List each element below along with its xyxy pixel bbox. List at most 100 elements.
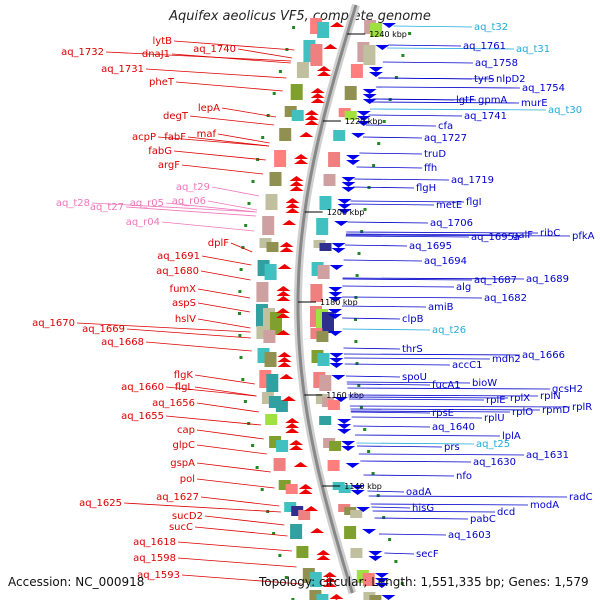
- gene-label[interactable]: lgtF: [456, 95, 475, 106]
- gene-label[interactable]: rplN: [540, 391, 561, 402]
- rna-label[interactable]: aq_t27: [90, 202, 124, 213]
- gene-label[interactable]: accC1: [452, 360, 482, 371]
- gene-label[interactable]: hslV: [175, 314, 196, 325]
- rna-label[interactable]: aq_t25: [476, 439, 510, 450]
- gene-label[interactable]: ffh: [424, 163, 437, 174]
- rna-label[interactable]: aq_r05: [130, 198, 164, 209]
- gene-label[interactable]: degT: [163, 111, 189, 122]
- gene-label[interactable]: metE: [436, 200, 462, 211]
- gene-label[interactable]: gcsH2: [552, 384, 583, 395]
- gene-label[interactable]: sucD2: [172, 511, 203, 522]
- gene-label[interactable]: aq_1598: [133, 553, 176, 564]
- gene-label[interactable]: aq_1695: [409, 241, 452, 252]
- gene-label[interactable]: bioW: [472, 378, 497, 389]
- gene-label[interactable]: aq_1741: [464, 111, 507, 122]
- gene-label[interactable]: argF: [158, 160, 180, 171]
- gene-label[interactable]: lepA: [198, 103, 220, 114]
- gene-label[interactable]: aq_1618: [133, 537, 176, 548]
- gene-label[interactable]: mdh2: [492, 354, 521, 365]
- gene-label[interactable]: rpsE: [432, 408, 454, 419]
- gene-label[interactable]: aq_1689: [526, 274, 569, 285]
- gene-label[interactable]: pfkA: [572, 231, 595, 242]
- gene-label[interactable]: aq_1630: [473, 457, 516, 468]
- rna-label[interactable]: aq_r04: [126, 217, 160, 228]
- gene-label[interactable]: aq_1706: [430, 218, 473, 229]
- gene-label[interactable]: fumX: [170, 284, 197, 295]
- gene-label[interactable]: spoU: [402, 372, 427, 383]
- gene-label[interactable]: aq_1754: [522, 83, 565, 94]
- gene-label[interactable]: rplO: [512, 407, 533, 418]
- gene-label[interactable]: pabC: [470, 514, 496, 525]
- gene-label[interactable]: aq_1655: [121, 411, 164, 422]
- gene-label[interactable]: murE: [521, 98, 548, 109]
- gene-label[interactable]: lytB: [153, 36, 173, 47]
- gene-label[interactable]: aq_1719: [451, 175, 494, 186]
- gene-label[interactable]: clpB: [402, 314, 424, 325]
- gene-label[interactable]: aq_1593: [137, 570, 180, 581]
- gene-label[interactable]: aspS: [172, 298, 196, 309]
- gene-label[interactable]: aq_1732: [61, 47, 104, 58]
- rna-label[interactable]: aq_t28: [56, 198, 90, 209]
- gene-label[interactable]: aq_1680: [156, 266, 199, 277]
- gene-label[interactable]: radC: [569, 492, 593, 503]
- gene-label[interactable]: flgK: [174, 370, 194, 381]
- gene-label[interactable]: aq_1656: [152, 398, 195, 409]
- gene-label[interactable]: aq_1687: [474, 275, 517, 286]
- gene-label[interactable]: aq_1660: [121, 382, 164, 393]
- gene-label[interactable]: hisG: [412, 503, 434, 514]
- gene-label[interactable]: aq_1695a: [471, 232, 520, 243]
- gene-label[interactable]: tyrS: [474, 74, 494, 85]
- gene-label[interactable]: aq_1640: [432, 422, 475, 433]
- gene-label[interactable]: sucC: [169, 522, 193, 533]
- gene-label[interactable]: fabG: [148, 146, 172, 157]
- gene-label[interactable]: pol: [180, 474, 195, 485]
- gene-label[interactable]: alg: [456, 282, 471, 293]
- gene-label[interactable]: fabF: [164, 132, 186, 143]
- gene-label[interactable]: aq_1603: [448, 530, 491, 541]
- gene-label[interactable]: aq_1694: [424, 256, 467, 267]
- gene-label[interactable]: flgH: [416, 183, 436, 194]
- gene-label[interactable]: oadA: [406, 487, 432, 498]
- gene-label[interactable]: glpC: [173, 440, 195, 451]
- gene-label[interactable]: aq_1627: [156, 492, 199, 503]
- gene-label[interactable]: lplA: [502, 431, 521, 442]
- gene-label[interactable]: truD: [424, 149, 446, 160]
- rna-label[interactable]: aq_t31: [516, 44, 550, 55]
- rna-label[interactable]: aq_t32: [474, 22, 508, 33]
- gene-label[interactable]: acpP: [132, 132, 156, 143]
- gene-label[interactable]: gpmA: [478, 95, 507, 106]
- gene-label[interactable]: flgI: [466, 197, 482, 208]
- gene-label[interactable]: nfo: [456, 471, 472, 482]
- gene-label[interactable]: aq_1668: [101, 337, 144, 348]
- rna-label[interactable]: aq_t30: [548, 105, 582, 116]
- gene-label[interactable]: dcd: [497, 507, 515, 518]
- gene-label[interactable]: aq_1669: [82, 324, 125, 335]
- gene-label[interactable]: amiB: [428, 302, 454, 313]
- gene-label[interactable]: pheT: [149, 77, 175, 88]
- gene-label[interactable]: nlpD2: [496, 74, 526, 85]
- gene-label[interactable]: modA: [530, 500, 559, 511]
- gene-label[interactable]: aq_1670: [32, 318, 75, 329]
- gene-label[interactable]: galF: [512, 230, 533, 241]
- rna-label[interactable]: aq_r06: [172, 196, 206, 207]
- gene-label[interactable]: aq_1740: [193, 44, 236, 55]
- gene-label[interactable]: maf: [197, 129, 217, 140]
- gene-label[interactable]: rplU: [484, 413, 505, 424]
- gene-label[interactable]: aq_1691: [157, 251, 200, 262]
- gene-label[interactable]: rplE: [486, 395, 506, 406]
- gene-label[interactable]: dplF: [208, 238, 229, 249]
- gene-label[interactable]: aq_1625: [79, 498, 122, 509]
- gene-label[interactable]: flgL: [175, 382, 194, 393]
- gene-label[interactable]: ribC: [540, 228, 560, 239]
- gene-label[interactable]: rplX: [510, 393, 530, 404]
- gene-label[interactable]: fucA1: [432, 380, 461, 391]
- gene-label[interactable]: rplR: [572, 402, 592, 413]
- gene-label[interactable]: aq_1631: [526, 450, 569, 461]
- gene-label[interactable]: cap: [177, 425, 195, 436]
- gene-label[interactable]: rpmD: [542, 405, 570, 416]
- gene-label[interactable]: aq_1761: [463, 41, 506, 52]
- gene-label[interactable]: cfa: [438, 121, 453, 132]
- gene-label[interactable]: aq_1731: [101, 64, 144, 75]
- gene-label[interactable]: dnaJ1: [142, 49, 170, 60]
- rna-label[interactable]: aq_t26: [432, 325, 466, 336]
